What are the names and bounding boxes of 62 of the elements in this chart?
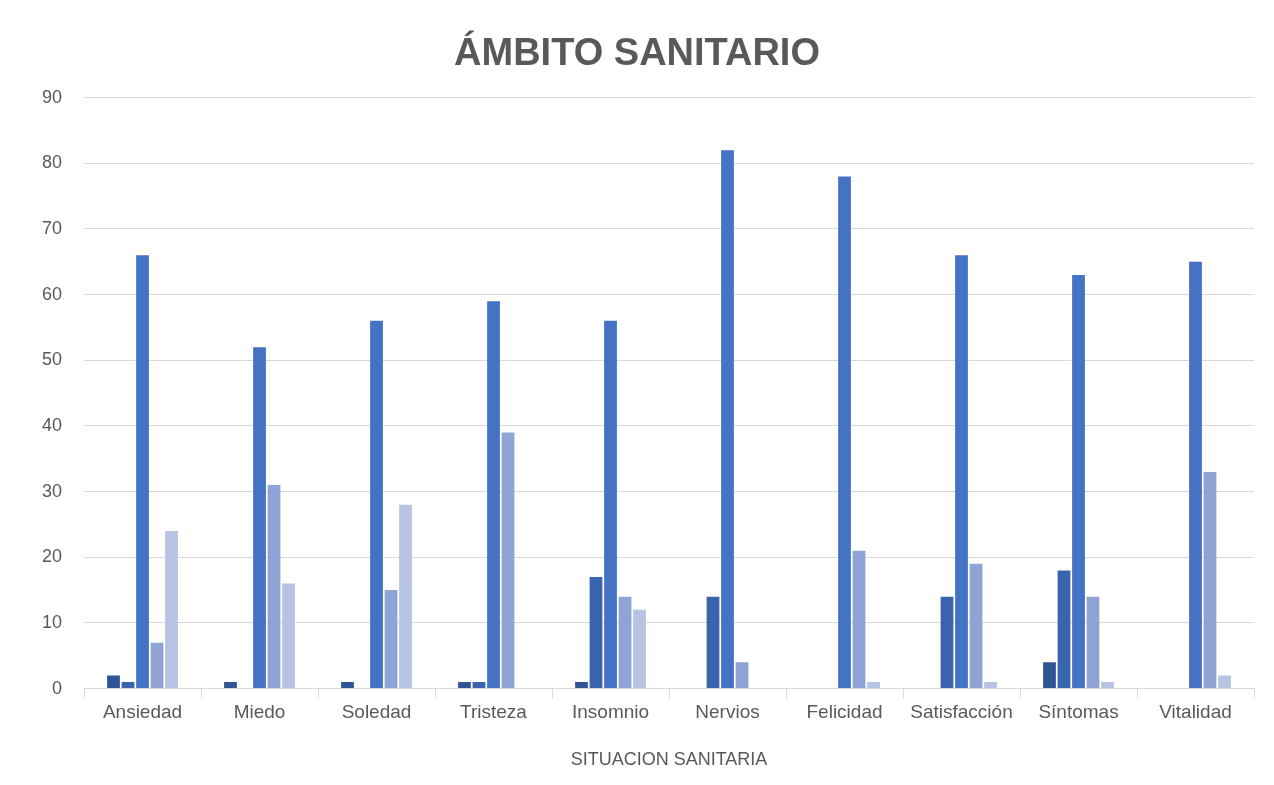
bar <box>487 301 500 689</box>
bar <box>1043 662 1056 689</box>
bar <box>940 596 954 689</box>
x-tick-label: Miedo <box>233 701 286 723</box>
bar <box>969 563 983 689</box>
bar <box>852 550 866 689</box>
y-tick-label: 90 <box>41 86 63 107</box>
x-tick-label: Síntomas <box>1038 701 1119 723</box>
x-tick-label: Vitalidad <box>1159 701 1232 723</box>
y-tick-label: 40 <box>41 414 63 435</box>
bar <box>984 682 997 689</box>
y-tick-label: 70 <box>41 217 63 238</box>
bar <box>399 504 412 689</box>
y-tick-label: 0 <box>52 677 63 698</box>
bar <box>267 485 281 689</box>
x-tick-label: Soledad <box>341 701 412 723</box>
bar <box>150 642 164 689</box>
bar <box>618 596 632 689</box>
bar <box>735 662 749 689</box>
bar <box>224 682 237 689</box>
y-tick-label: 80 <box>41 152 63 173</box>
bar <box>341 682 354 689</box>
x-tick-label: Nervios <box>695 701 760 723</box>
bar <box>1203 471 1217 689</box>
bar <box>589 576 603 689</box>
bar <box>955 255 968 689</box>
bar <box>1086 596 1100 689</box>
bar <box>107 675 120 689</box>
x-tick-label: Tristeza <box>460 701 528 723</box>
y-tick-label: 60 <box>41 283 63 304</box>
bar <box>633 609 646 689</box>
bar <box>721 150 734 689</box>
bar <box>867 682 880 689</box>
bar <box>282 583 295 689</box>
bar <box>501 432 515 689</box>
bar <box>472 682 486 689</box>
x-axis-title: SITUACION SANITARIA <box>570 749 768 770</box>
x-tick-label: Satisfacción <box>910 701 1013 723</box>
bar <box>1057 570 1071 689</box>
bar <box>838 176 851 689</box>
bar <box>121 682 135 689</box>
bar <box>1218 675 1231 689</box>
bar <box>1189 261 1202 689</box>
bar <box>136 255 149 689</box>
bar <box>458 682 471 689</box>
x-tick-label: Felicidad <box>806 701 883 723</box>
bar <box>370 320 383 689</box>
y-tick-label: 10 <box>41 611 63 632</box>
bar <box>384 590 398 689</box>
y-tick-label: 50 <box>41 349 63 370</box>
bar <box>604 320 617 689</box>
bar <box>575 682 588 689</box>
x-tick-label: Ansiedad <box>102 701 183 723</box>
y-tick-label: 30 <box>41 480 63 501</box>
bar <box>706 596 720 689</box>
x-tick-label: Insomnio <box>571 701 650 723</box>
bar <box>165 531 178 689</box>
chart-title: ÁMBITO SANITARIO <box>454 30 820 74</box>
y-tick-label: 20 <box>41 546 63 567</box>
bar <box>1101 682 1114 689</box>
bar <box>1072 274 1085 689</box>
bar <box>253 347 266 689</box>
